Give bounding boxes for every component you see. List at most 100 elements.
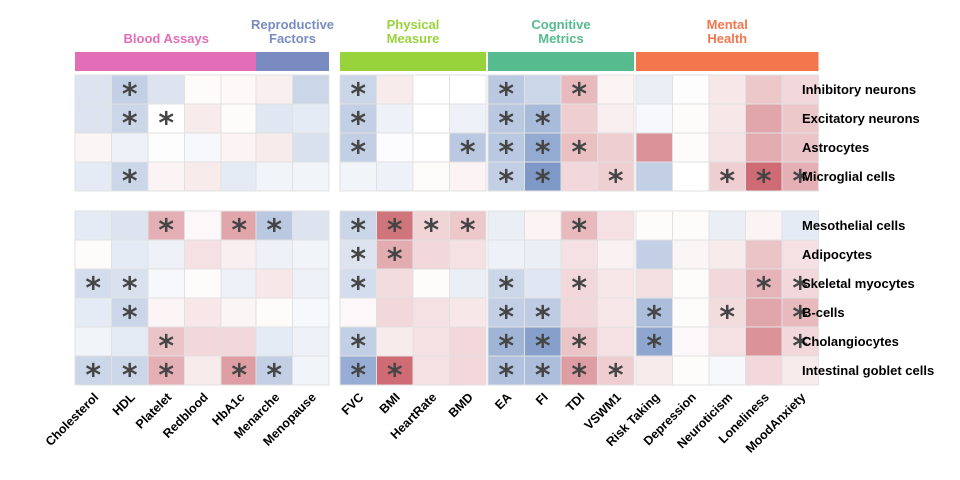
column-label: Cholesterol <box>43 390 102 449</box>
heatmap-cell <box>597 132 635 163</box>
heatmap-cell <box>339 326 377 357</box>
heatmap-cell <box>745 103 783 134</box>
heatmap-cell <box>449 161 487 192</box>
heatmap-cell <box>412 268 450 299</box>
heatmap-cell <box>147 161 185 192</box>
significance-star: * <box>571 359 587 394</box>
row-label: B-cells <box>802 305 845 320</box>
significance-star: * <box>535 136 551 171</box>
heatmap-cell <box>74 132 112 163</box>
heatmap-cell <box>708 210 746 241</box>
heatmap-cell <box>524 268 562 299</box>
heatmap-cell <box>524 103 562 134</box>
significance-star: * <box>498 359 514 394</box>
heatmap-cell <box>147 74 185 105</box>
row-label: Skeletal myocytes <box>802 276 915 291</box>
heatmap-cell <box>111 161 149 192</box>
heatmap-cell <box>147 210 185 241</box>
heatmap-cell <box>560 239 598 270</box>
significance-star: * <box>535 359 551 394</box>
heatmap-cell <box>184 239 222 270</box>
significance-star: * <box>535 301 551 336</box>
heatmap-cell <box>635 103 673 134</box>
group-title-1: Reproductive Factors <box>251 17 334 46</box>
heatmap-cell <box>339 103 377 134</box>
group-title-line: Measure <box>387 31 440 46</box>
heatmap-cell <box>74 210 112 241</box>
heatmap-cell <box>292 132 330 163</box>
heatmap-cell <box>708 268 746 299</box>
heatmap-cell <box>781 268 819 299</box>
heatmap-cell <box>708 239 746 270</box>
heatmap-cell <box>635 326 673 357</box>
significance-star: * <box>122 272 138 307</box>
significance-star: * <box>498 301 514 336</box>
heatmap-cell <box>672 268 710 299</box>
significance-star: * <box>231 359 247 394</box>
heatmap-cell <box>524 297 562 328</box>
significance-star: * <box>535 165 551 200</box>
significance-star: * <box>85 272 101 307</box>
heatmap-cell <box>487 239 525 270</box>
heatmap-cell <box>292 297 330 328</box>
heatmap-cell <box>635 161 673 192</box>
heatmap-cell <box>111 239 149 270</box>
heatmap-cell <box>412 326 450 357</box>
heatmap-cell <box>74 268 112 299</box>
heatmap-cell <box>597 103 635 134</box>
significance-markers: * * * ** * * * ** * * * ** * * * * * ** * * * * * * ** ** * * * * * ** *… <box>85 78 808 394</box>
heatmap-cell <box>635 355 673 386</box>
group-title-line: Health <box>707 31 747 46</box>
heatmap-cell <box>487 132 525 163</box>
heatmap-cell <box>781 239 819 270</box>
heatmap-cell <box>255 326 293 357</box>
heatmap-cell <box>524 161 562 192</box>
group-color-bar <box>256 52 329 71</box>
heatmap-cell <box>147 297 185 328</box>
heatmap-cell <box>672 103 710 134</box>
heatmap-cell <box>672 297 710 328</box>
heatmap-cell <box>635 268 673 299</box>
significance-star: * <box>792 272 808 307</box>
group-color-bar <box>488 52 634 71</box>
heatmap-cell <box>597 161 635 192</box>
heatmap-cell <box>449 326 487 357</box>
column-label: FVC <box>339 390 367 418</box>
heatmap-cell <box>449 355 487 386</box>
heatmap-cell <box>292 239 330 270</box>
group-color-bar <box>340 52 486 71</box>
significance-star: * <box>158 214 174 249</box>
significance-star: * <box>266 359 282 394</box>
group-color-bars <box>75 52 819 71</box>
heatmap-cell <box>597 268 635 299</box>
column-label: HDL <box>110 390 138 418</box>
significance-star: * <box>498 272 514 307</box>
heatmap-cell <box>412 103 450 134</box>
heatmap-cell <box>708 297 746 328</box>
heatmap-cell <box>781 355 819 386</box>
heatmap-cell <box>524 210 562 241</box>
significance-star: * <box>646 330 662 365</box>
heatmap-cell <box>781 297 819 328</box>
heatmap-cell <box>184 297 222 328</box>
heatmap-cell <box>147 326 185 357</box>
heatmap-cell <box>147 355 185 386</box>
heatmap-cell <box>376 297 414 328</box>
significance-star: * <box>350 107 366 142</box>
heatmap-cell <box>74 326 112 357</box>
significance-star: * <box>122 359 138 394</box>
group-color-bar <box>75 52 258 71</box>
significance-star: * <box>571 214 587 249</box>
significance-star: * <box>122 301 138 336</box>
significance-star: * <box>571 78 587 113</box>
heatmap-cell <box>184 326 222 357</box>
significance-star: * <box>387 359 403 394</box>
column-label: BMD <box>446 390 476 420</box>
heatmap-cell <box>220 355 258 386</box>
heatmap-cell <box>292 326 330 357</box>
group-title-line: Blood Assays <box>124 31 210 46</box>
group-title-4: Mental Health <box>707 17 748 46</box>
heatmap-cell <box>376 326 414 357</box>
significance-star: * <box>350 243 366 278</box>
